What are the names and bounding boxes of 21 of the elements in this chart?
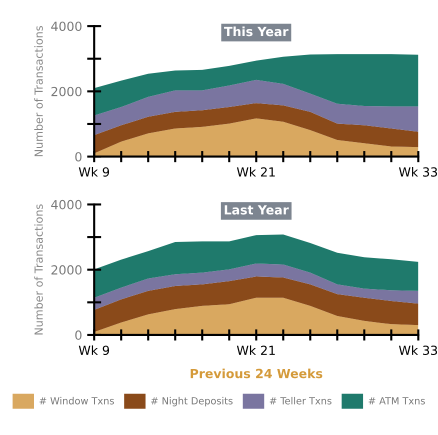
legend-label: # Night Deposits — [151, 396, 233, 406]
x-tick-label: Wk 9 — [78, 167, 110, 177]
y-tick-label: 0 — [75, 330, 82, 340]
x-tick-label: Wk 33 — [398, 345, 438, 356]
legend-label: # Window Txns — [40, 396, 114, 404]
x-tick-label: Wk 33 — [398, 167, 438, 177]
chart-title: Last Year — [224, 205, 289, 215]
y-tick-label: 0 — [75, 152, 82, 162]
y-axis-title: Number of Transactions — [34, 26, 43, 156]
x-axis-title: Previous 24 Weeks — [190, 368, 322, 378]
x-tick-label: Wk 21 — [236, 167, 275, 177]
y-tick-label: 2000 — [51, 265, 82, 275]
x-tick-label: Wk 21 — [236, 345, 275, 355]
y-axis-title: Number of Transactions — [34, 204, 43, 334]
x-tick-label: Wk 9 — [78, 345, 110, 356]
legend-label: # ATM Txns — [368, 397, 425, 404]
y-tick-label: 2000 — [51, 86, 82, 96]
y-tick-label: 4000 — [51, 200, 82, 210]
y-tick-label: 4000 — [51, 22, 82, 32]
chart-title: This Year — [224, 26, 288, 36]
legend-label: # Teller Txns — [270, 396, 332, 404]
